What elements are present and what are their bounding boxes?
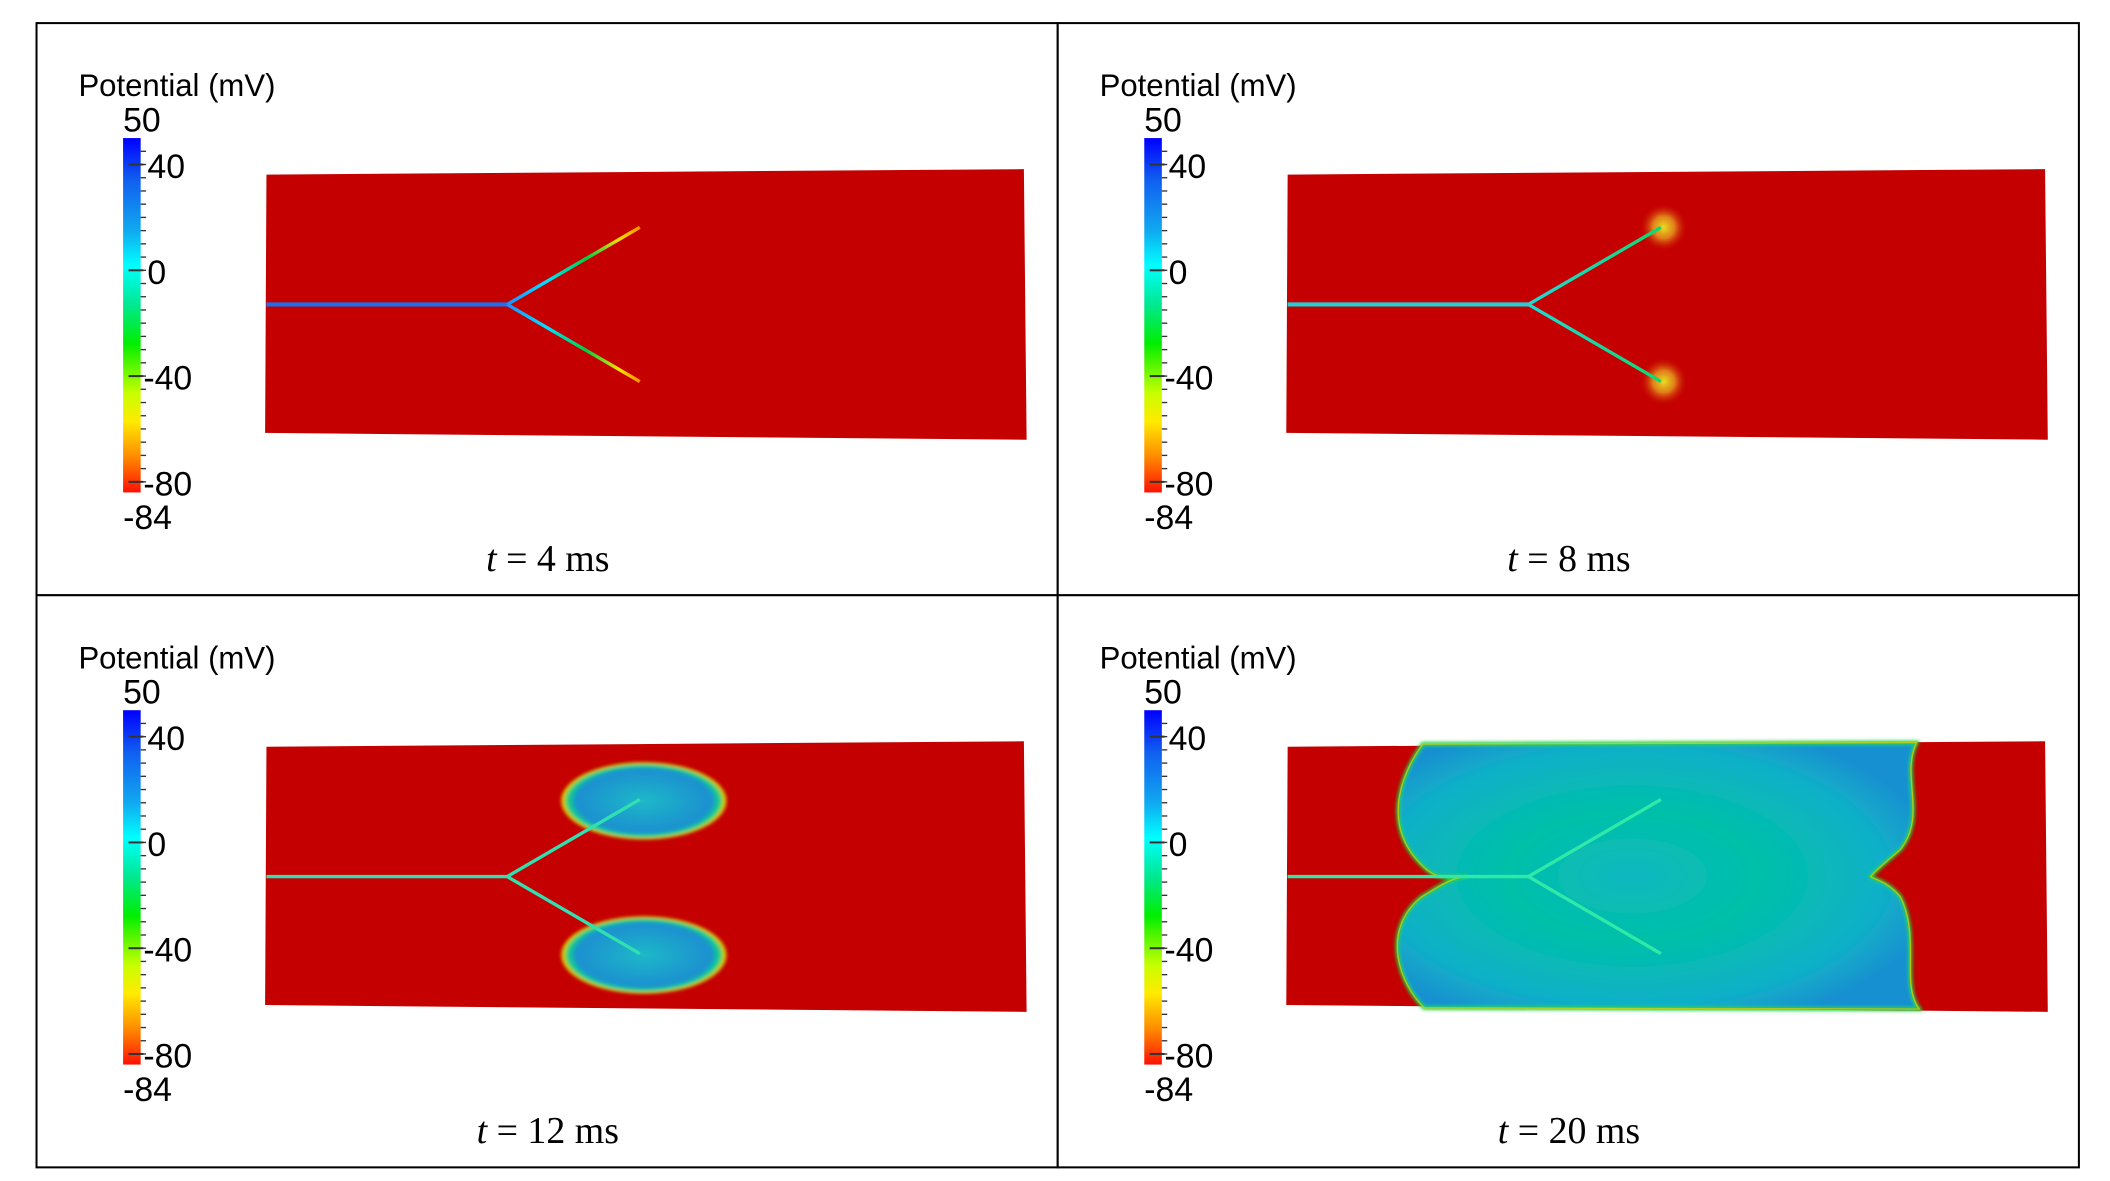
panel-t4ms: Potential (mV)50 40 0 -40 -80-84 t = 4 ms — [35, 22, 1059, 597]
activation-wave-top — [559, 761, 728, 841]
panel-t8ms: Potential (mV)50 40 0 -40 -80-84 t = 8 ms — [1056, 22, 2080, 597]
wavefront-edge — [1396, 741, 1921, 1010]
purkinje-fibre-branches — [1527, 225, 1662, 383]
caption-value: = 12 ms — [487, 1110, 619, 1152]
tissue-domain — [265, 169, 1027, 440]
time-caption: t = 8 ms — [1507, 538, 1630, 580]
colorbar-max-label: 50 — [123, 673, 161, 711]
resting-tissue — [265, 741, 1027, 1012]
colorbar-tick-label: 0 — [147, 254, 166, 292]
activation-site-bottom — [1639, 357, 1688, 406]
colorbar: Potential (mV)50 40 0 -40 -80-84 — [78, 640, 275, 1109]
colorbar-min-label: -84 — [123, 499, 172, 537]
time-caption: t = 20 ms — [1498, 1110, 1640, 1152]
activation-site-top — [1639, 202, 1688, 252]
colorbar-gradient — [1144, 710, 1162, 1065]
colorbar-min-label: -84 — [123, 1071, 172, 1109]
colorbar-title: Potential (mV) — [1100, 640, 1297, 675]
colorbar-title: Potential (mV) — [1100, 68, 1297, 103]
caption-variable: t — [1498, 1110, 1510, 1152]
colorbar-max-label: 50 — [1144, 673, 1182, 711]
colorbar: Potential (mV)50 40 0 -40 -80-84 — [1100, 640, 1297, 1109]
time-caption: t = 4 ms — [486, 538, 609, 580]
caption-value: = 8 ms — [1518, 538, 1631, 580]
colorbar-gradient — [123, 710, 141, 1065]
tissue-domain — [1286, 169, 2048, 440]
colorbar-tick-label: 40 — [1169, 148, 1207, 186]
colorbar-tick-label: 40 — [147, 720, 185, 758]
colorbar-gradient — [123, 138, 141, 493]
colorbar-tick-label: -40 — [143, 932, 192, 970]
colorbar-min-label: -84 — [1144, 499, 1193, 537]
caption-value: = 20 ms — [1508, 1110, 1640, 1152]
caption-variable: t — [1507, 538, 1519, 580]
colorbar-tick-label: -80 — [1165, 1038, 1214, 1076]
tissue-domain — [1286, 740, 2048, 1012]
colorbar-tick-label: -40 — [1165, 932, 1214, 970]
resting-tissue — [265, 169, 1027, 440]
purkinje-fibre — [266, 798, 641, 956]
colorbar-tick-label: -80 — [1165, 465, 1214, 503]
tissue-domain — [265, 741, 1027, 1012]
colorbar-title: Potential (mV) — [78, 640, 275, 675]
activation-wave-bottom — [559, 915, 728, 995]
resting-tissue — [1286, 169, 2048, 440]
caption-variable: t — [486, 538, 498, 580]
colorbar-tick-label: -40 — [143, 360, 192, 398]
colorbar-tick-label: 40 — [1169, 720, 1207, 758]
colorbar-gradient — [1144, 138, 1162, 493]
colorbar-tick-label: 0 — [147, 826, 166, 864]
colorbar-tick-label: -40 — [1165, 360, 1214, 398]
panel-t20ms: Potential (mV)50 40 0 -40 -80-84 t = 20 ms — [1056, 594, 2080, 1169]
colorbar: Potential (mV)50 40 0 -40 -80-84 — [78, 68, 275, 537]
purkinje-fibre — [1287, 798, 1662, 956]
colorbar-tick-label: 0 — [1169, 826, 1188, 864]
time-caption: t = 12 ms — [477, 1110, 619, 1152]
purkinje-fibre-branches — [506, 225, 641, 383]
colorbar-max-label: 50 — [123, 101, 161, 139]
colorbar-tick-label: -80 — [143, 465, 192, 503]
colorbar-tick-label: -80 — [143, 1038, 192, 1076]
colorbar-tick-label: 0 — [1169, 254, 1188, 292]
caption-variable: t — [477, 1110, 489, 1152]
colorbar: Potential (mV)50 40 0 -40 -80-84 — [1100, 68, 1297, 537]
colorbar-tick-label: 40 — [147, 148, 185, 186]
caption-value: = 4 ms — [497, 538, 610, 580]
panel-t12ms: Potential (mV)50 40 0 -40 -80-84 t = 12 ms — [35, 594, 1059, 1169]
colorbar-max-label: 50 — [1144, 101, 1182, 139]
colorbar-title: Potential (mV) — [78, 68, 275, 103]
colorbar-min-label: -84 — [1144, 1071, 1193, 1109]
